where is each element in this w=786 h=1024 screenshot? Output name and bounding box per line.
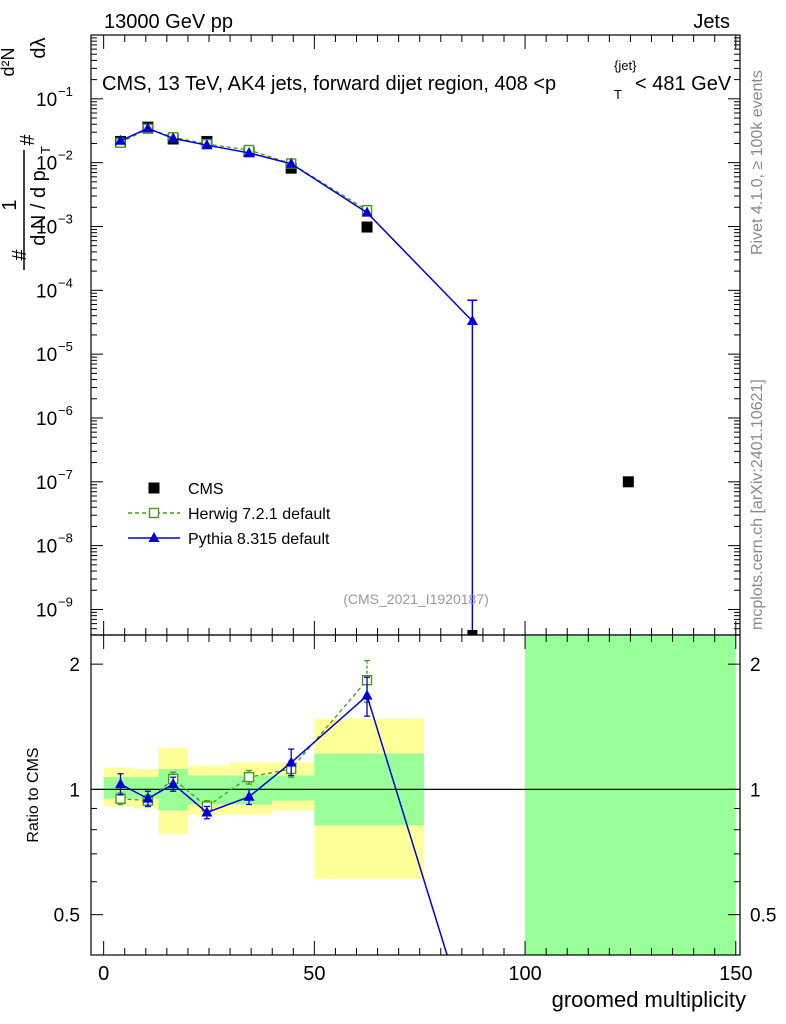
ratio-y-tick-label: 1	[69, 780, 80, 801]
ratio-pythia-point	[285, 756, 297, 767]
main-y-tick-label-exp: −2	[58, 148, 73, 163]
ratio-pythia-line	[120, 694, 448, 956]
main-title-sup: {jet}	[614, 58, 637, 73]
main-y-tick-label-exp: −8	[58, 531, 73, 546]
main-cms-point	[361, 221, 373, 233]
x-tick-label: 0	[98, 963, 109, 985]
main-y-tick-label-exp: −4	[58, 275, 73, 290]
mcplots-label: mcplots.cern.ch [arXiv:2401.10621]	[749, 379, 766, 630]
ratio-panel: 0.5 0.5 1 1 2 2 0 50 100 150	[54, 634, 776, 985]
main-pythia-point	[201, 139, 213, 150]
legend-marker-pythia	[148, 532, 160, 542]
main-y-tick-label: 10	[36, 409, 57, 430]
ratio-y-tick-label: 2	[69, 655, 80, 676]
x-tick-label: 100	[508, 963, 541, 985]
main-pythia-point	[243, 146, 255, 157]
x-tick-label: 150	[719, 963, 752, 985]
ratio-herwig-point	[243, 771, 255, 783]
ratio-plot-frame	[90, 634, 741, 956]
ratio-band-inner	[272, 775, 315, 801]
ylabel-one: 1	[0, 199, 21, 210]
legend-label-pythia: Pythia 8.315 default	[188, 531, 330, 548]
ratio-y-tick-label-right: 2	[750, 655, 761, 676]
ylabel-den-sub: T	[38, 146, 53, 154]
main-panel: 10−110−210−310−410−510−610−710−810−9	[36, 34, 741, 636]
x-axis-label: groomed multiplicity	[552, 987, 746, 1012]
main-y-tick-label: 10	[36, 281, 57, 302]
main-cms-offscale-point	[467, 630, 478, 635]
legend-label-herwig: Herwig 7.2.1 default	[188, 506, 331, 523]
rivet-label: Rivet 4.1.0, ≥ 100k events	[749, 70, 766, 255]
ylabel-d2n: d²N	[0, 47, 18, 76]
legend-marker-cms	[148, 482, 160, 494]
ratio-pythia-point	[167, 778, 179, 789]
main-cms-point	[622, 476, 634, 488]
legend-label-cms: CMS	[188, 481, 224, 498]
watermark-label: (CMS_2021_I1920187)	[343, 591, 489, 607]
ratio-band-inner	[133, 777, 159, 799]
main-y-tick-label: 10	[36, 537, 57, 558]
main-y-tick-label-exp: −6	[58, 403, 73, 418]
main-y-tick-label-exp: −3	[58, 211, 73, 226]
ratio-band-inner	[525, 635, 736, 955]
main-y-tick-label: 10	[36, 154, 57, 175]
main-title-tail: < 481 GeV	[635, 73, 732, 95]
main-y-tick-label-exp: −7	[58, 467, 73, 482]
main-y-axis-label: # d²N # 1 d N / d p T dλ	[0, 37, 53, 270]
ratio-pythia-point	[361, 689, 373, 700]
main-pythia-point	[466, 315, 478, 326]
ylabel-denominator: d N / d p	[28, 170, 50, 246]
main-y-tick-label: 10	[36, 90, 57, 111]
main-y-tick-label: 10	[36, 473, 57, 494]
header-right-label: Jets	[693, 11, 730, 33]
main-y-tick-label: 10	[36, 217, 57, 238]
main-pythia-line	[120, 127, 473, 322]
ylabel-dlambda: dλ	[28, 37, 50, 58]
ylabel-hash-top: #	[17, 134, 39, 146]
main-title-sub: T	[614, 87, 622, 102]
ratio-y-tick-label-right: 0.5	[750, 906, 776, 927]
legend-marker-herwig	[148, 507, 160, 519]
ratio-pythia-point	[243, 790, 255, 801]
main-chart-title: CMS, 13 TeV, AK4 jets, forward dijet reg…	[102, 73, 556, 95]
main-y-tick-label-exp: −5	[58, 339, 73, 354]
header-left-label: 13000 GeV pp	[104, 11, 233, 33]
ratio-y-axis-label: Ratio to CMS	[25, 747, 42, 842]
ylabel-hash-bottom: #	[9, 249, 31, 261]
ratio-pythia-point	[142, 792, 154, 803]
main-pythia-point	[115, 134, 126, 145]
main-pythia-point	[285, 157, 297, 168]
ratio-y-tick-label: 0.5	[54, 906, 80, 927]
main-pythia-point	[167, 132, 179, 143]
main-y-tick-label-exp: −1	[58, 84, 73, 99]
ratio-pythia-point	[115, 778, 126, 789]
main-y-tick-label: 10	[36, 345, 57, 366]
legend: CMS Herwig 7.2.1 default Pythia 8.315 defa…	[128, 481, 331, 548]
main-title-text: CMS, 13 TeV, AK4 jets, forward dijet reg…	[102, 73, 556, 95]
main-y-tick-label-exp: −9	[58, 594, 73, 609]
x-tick-label: 50	[303, 963, 325, 985]
main-pythia-point	[142, 122, 154, 133]
main-pythia-point	[361, 206, 373, 217]
ratio-pythia-point	[201, 806, 213, 817]
ratio-y-tick-label-right: 1	[750, 780, 761, 801]
main-y-tick-label: 10	[36, 600, 57, 621]
